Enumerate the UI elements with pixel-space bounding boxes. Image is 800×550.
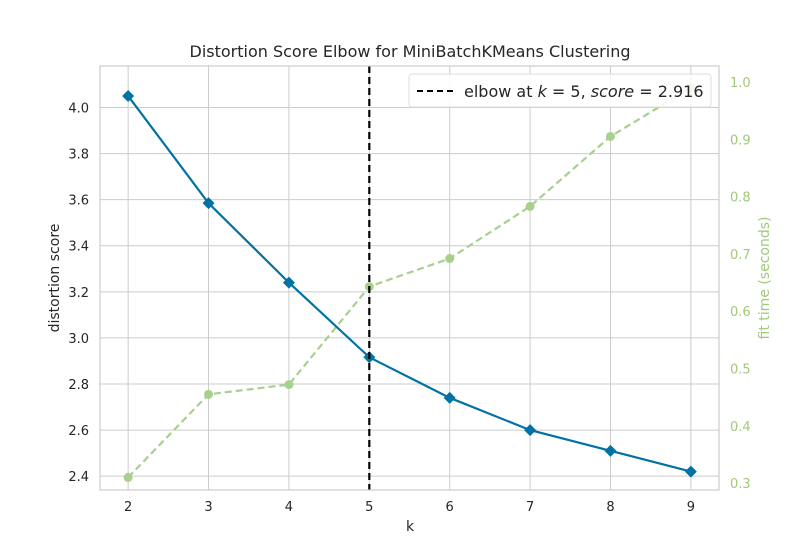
y-tick-label: 3.8: [68, 148, 89, 163]
y2-tick-label: 0.5: [730, 363, 751, 378]
legend-prefix: elbow at: [464, 82, 538, 101]
distortion-point: [524, 424, 537, 437]
y-tick-label: 4.0: [68, 101, 89, 116]
chart-title: Distortion Score Elbow for MiniBatchKMea…: [190, 42, 631, 61]
distortion-point: [282, 276, 295, 289]
x-tick-label: 2: [124, 500, 132, 515]
y-tick-label: 3.2: [68, 286, 89, 301]
fit-time-point: [605, 131, 615, 141]
fit-time-point: [123, 472, 133, 482]
y-tick-label: 2.4: [68, 470, 89, 485]
y2-axis-label: fit time (seconds): [757, 217, 773, 340]
y2-tick-label: 0.7: [730, 248, 751, 263]
fit-time-point: [204, 389, 214, 399]
legend-eq-k: = 5,: [547, 82, 591, 101]
x-tick-label: 7: [526, 500, 534, 515]
x-tick-label: 9: [687, 500, 695, 515]
y-axis-label: distortion score: [47, 224, 63, 333]
y2-tick-label: 1.0: [730, 76, 751, 91]
fit-time-point: [525, 201, 535, 211]
fit-time-line: [127, 86, 692, 479]
legend-box: [408, 73, 712, 108]
distortion-point: [443, 391, 456, 404]
y2-tick-label: 0.9: [730, 133, 751, 148]
y-tick-label: 2.6: [68, 424, 89, 439]
fit-time-point: [284, 380, 294, 390]
x-tick-label: 5: [365, 500, 373, 515]
x-tick-label: 4: [285, 500, 293, 515]
legend-score-word: score: [591, 82, 635, 101]
y-tick-label: 3.6: [68, 194, 89, 209]
distortion-point: [202, 197, 215, 210]
legend-elbow-text: elbow at k = 5, score = 2.916: [464, 82, 704, 101]
plot-area: [100, 66, 719, 490]
distortion-point: [604, 444, 617, 457]
grid: [100, 66, 719, 490]
distortion-point: [122, 89, 135, 102]
y-tick-label: 3.4: [68, 240, 89, 255]
x-tick-label: 6: [446, 500, 454, 515]
y2-tick-label: 0.6: [730, 305, 751, 320]
ticks: 2 3 4 5 6 7 8 9 2.4 2.6 2.8 3.0 3.2 3.4 3.6 3.8 4.0 0.3 0.…: [68, 76, 750, 515]
legend-eq-score: = 2.916: [634, 82, 703, 101]
legend-k: k: [538, 82, 548, 101]
y2-tick-label: 0.3: [730, 477, 751, 492]
y2-tick-label: 0.4: [730, 420, 751, 435]
series-layer: [122, 66, 697, 490]
x-tick-label: 3: [204, 500, 212, 515]
plot-frame: [99, 65, 720, 491]
y2-tick-label: 0.8: [730, 191, 751, 206]
legend: elbow at k = 5, score = 2.916: [408, 73, 712, 108]
fit-time-point: [445, 254, 455, 264]
y-tick-label: 3.0: [68, 332, 89, 347]
y-tick-label: 2.8: [68, 378, 89, 393]
distortion-point: [684, 465, 697, 478]
x-tick-label: 8: [606, 500, 614, 515]
x-axis-label: k: [406, 519, 415, 535]
distortion-line: [127, 95, 692, 473]
